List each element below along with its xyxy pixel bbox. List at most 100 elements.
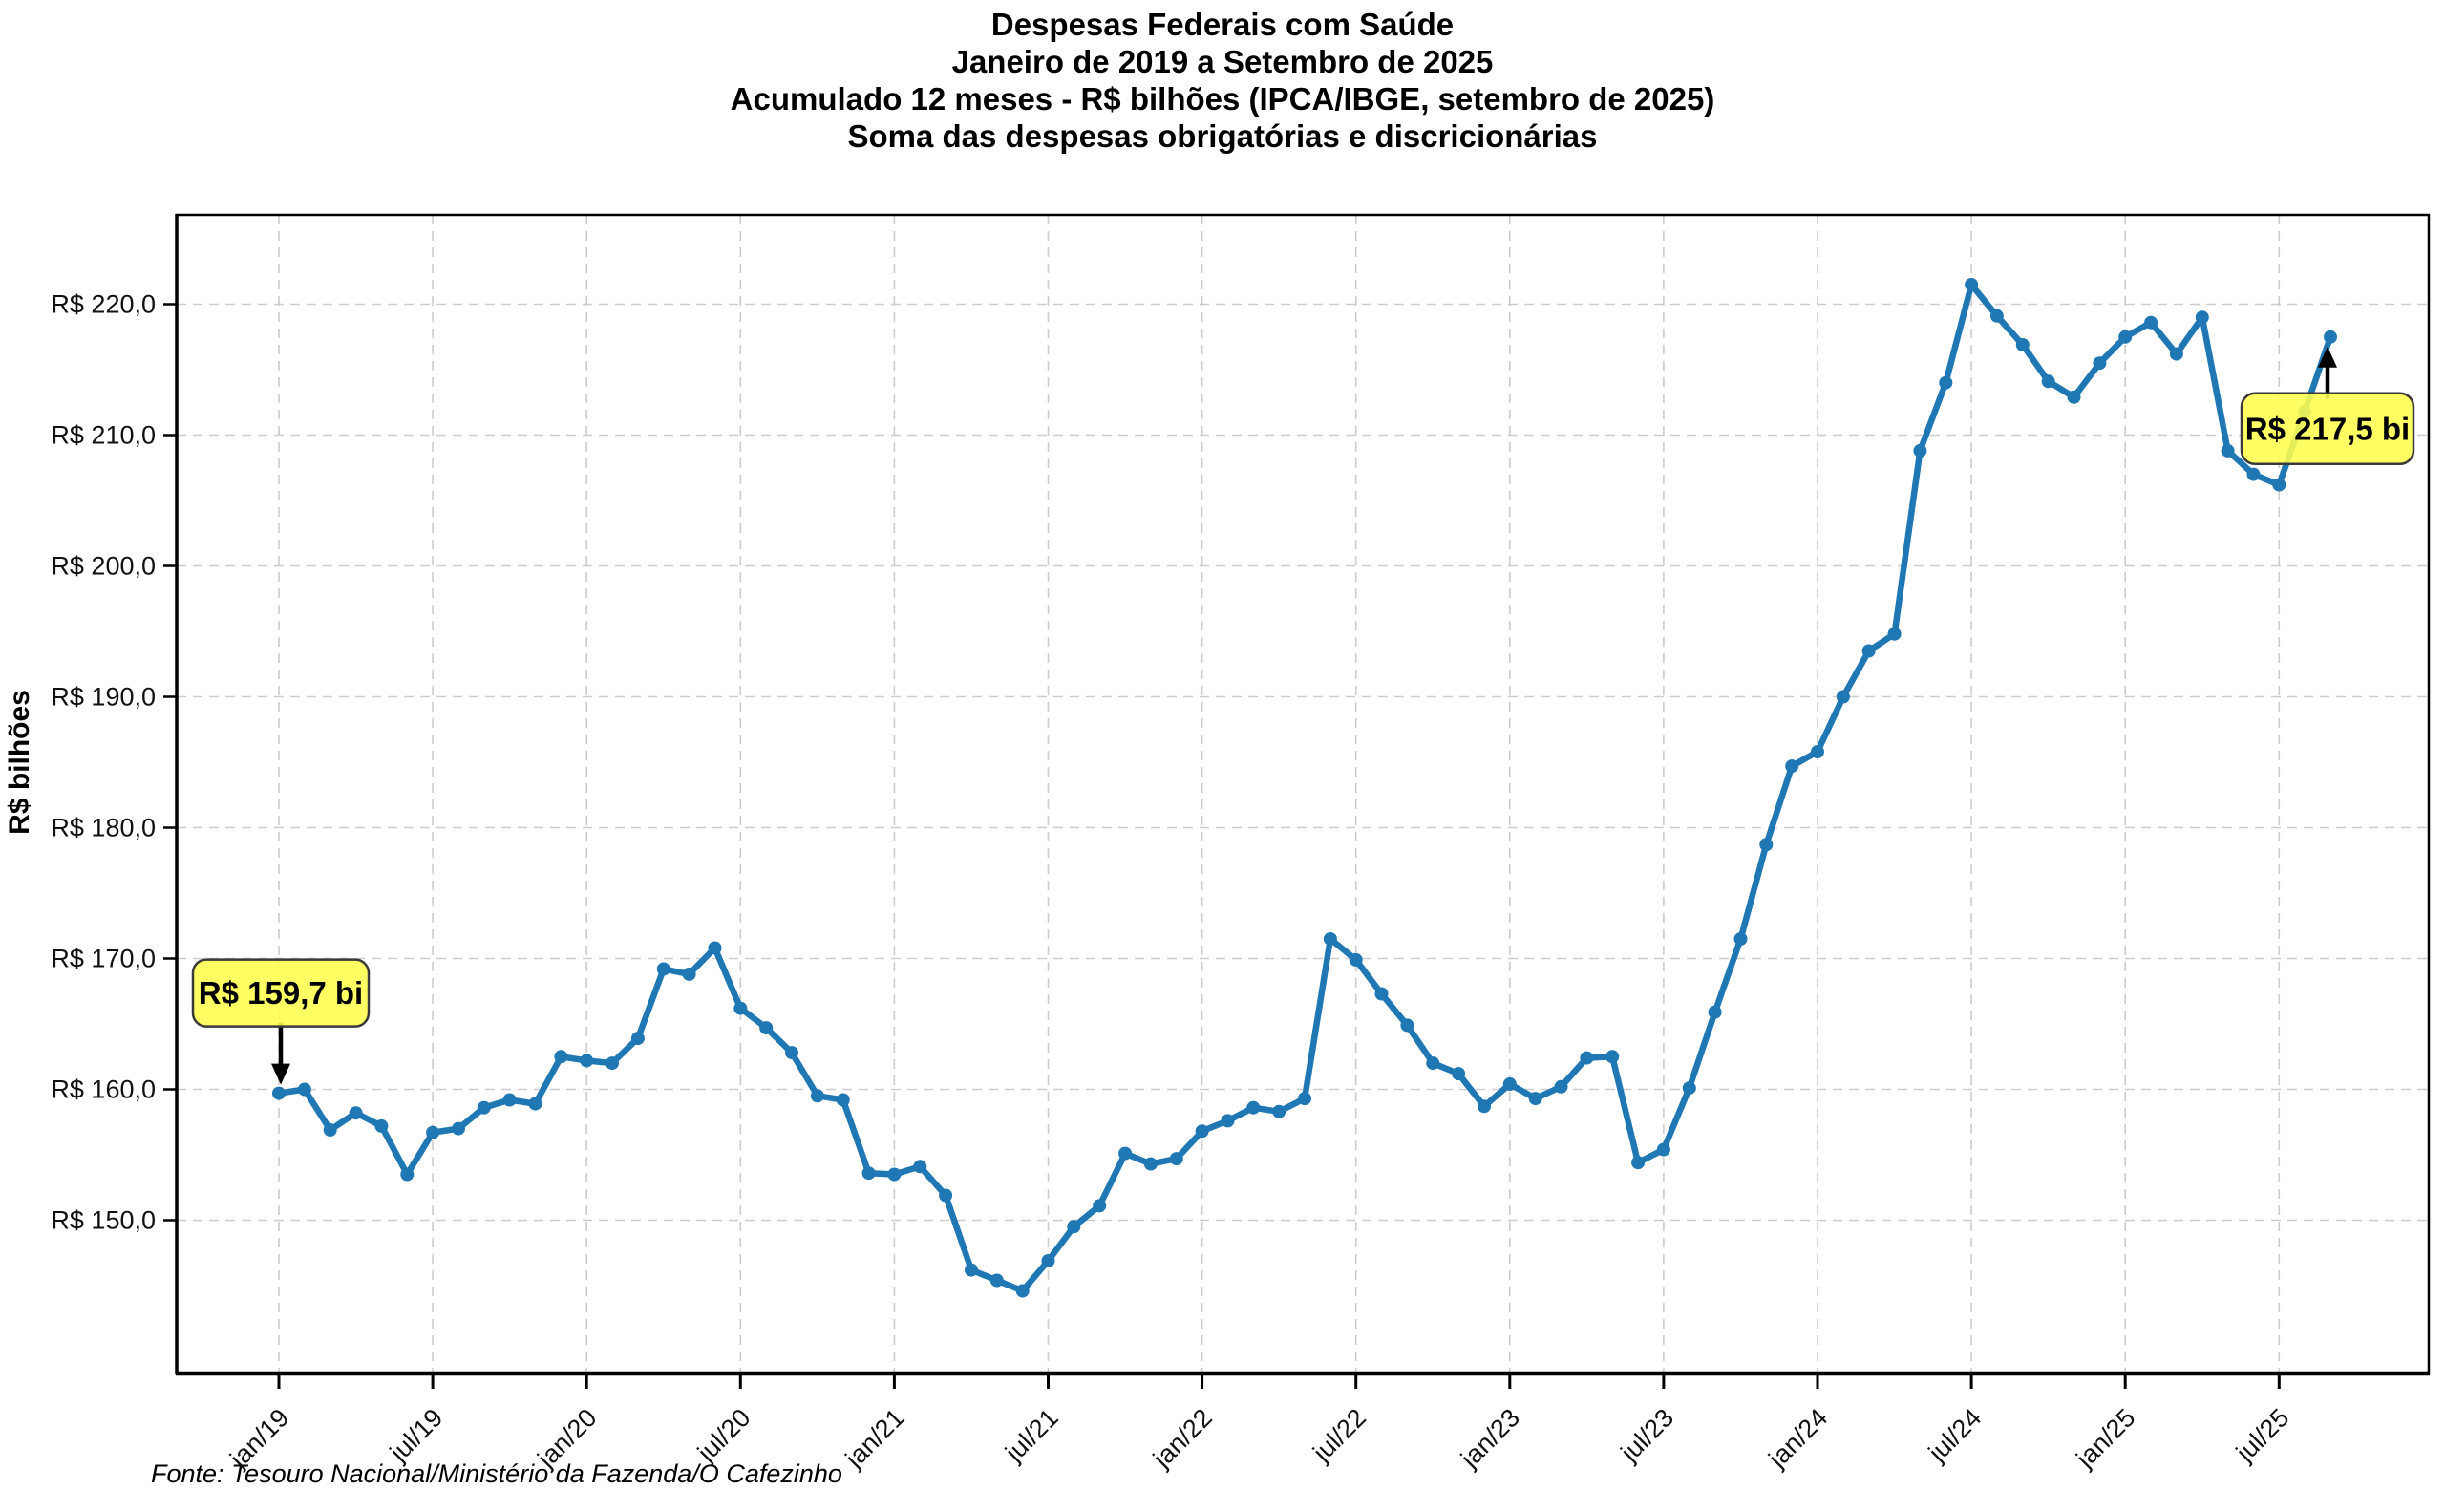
data-point xyxy=(2169,347,2183,361)
data-point xyxy=(2324,330,2337,344)
data-point xyxy=(1631,1156,1646,1170)
data-point xyxy=(1939,375,1953,390)
data-point xyxy=(1015,1284,1030,1298)
data-point xyxy=(2246,467,2261,481)
data-point xyxy=(528,1097,542,1111)
x-tick-label: jul/20 xyxy=(691,1403,756,1468)
x-tick-label: jul/22 xyxy=(1307,1403,1371,1468)
y-axis-title: R$ bilhões xyxy=(4,690,35,835)
x-tick-label: jul/21 xyxy=(999,1403,1064,1468)
chart-title-block: Despesas Federais com Saúde Janeiro de 2… xyxy=(0,6,2445,155)
data-point xyxy=(1118,1146,1133,1161)
chart-title-line-3: Acumulado 12 meses - R$ bilhões (IPCA/IB… xyxy=(730,81,1715,117)
data-point xyxy=(1656,1142,1670,1157)
data-point xyxy=(2144,315,2158,330)
gridlines xyxy=(177,215,2429,1374)
data-point xyxy=(1811,745,1824,758)
data-point xyxy=(502,1093,517,1107)
data-point xyxy=(1246,1100,1261,1115)
axis-ticks: jan/19 jul/19 jan/20 jul/20 jan/21 jul/21 jan/… xyxy=(51,290,2294,1474)
data-point xyxy=(656,962,670,976)
data-point xyxy=(1913,443,1927,458)
data-point xyxy=(297,1082,311,1097)
data-point xyxy=(682,967,696,981)
annotation-arrow-head xyxy=(271,1063,290,1085)
data-point xyxy=(1298,1092,1311,1106)
data-point xyxy=(1195,1124,1209,1139)
data-point xyxy=(272,1086,286,1100)
data-point xyxy=(1221,1114,1235,1128)
data-point xyxy=(1605,1050,1620,1064)
chart-title-line-1: Despesas Federais com Saúde xyxy=(990,7,1455,42)
data-point xyxy=(349,1106,363,1120)
data-point xyxy=(1067,1220,1081,1234)
data-point xyxy=(323,1123,337,1137)
data-point xyxy=(452,1121,465,1136)
x-tick-label: jul/25 xyxy=(2230,1403,2295,1468)
x-tick-label: jan/25 xyxy=(2070,1403,2140,1474)
annotation-box xyxy=(2240,392,2415,465)
data-point xyxy=(2067,390,2081,404)
y-tick-label: R$ 150,0 xyxy=(51,1206,156,1235)
data-point xyxy=(1887,627,1902,641)
y-tick-label: R$ 180,0 xyxy=(51,814,156,842)
data-point xyxy=(1965,278,1979,291)
y-tick-label: R$ 190,0 xyxy=(51,683,156,712)
data-point xyxy=(1580,1051,1594,1065)
chart-title-line-2: Janeiro de 2019 a Setembro de 2025 xyxy=(951,44,1494,79)
data-point xyxy=(1272,1104,1286,1118)
data-point xyxy=(1502,1077,1517,1091)
data-point xyxy=(1989,309,2004,323)
data-point xyxy=(554,1050,568,1064)
data-point xyxy=(2093,356,2107,371)
data-point xyxy=(580,1054,594,1068)
data-point xyxy=(1093,1199,1107,1213)
data-point xyxy=(913,1160,927,1174)
chart-title-line-4: Soma das despesas obrigatórias e discric… xyxy=(847,118,1598,154)
x-tick-label: jul/24 xyxy=(1923,1403,1988,1468)
annotation-arrow-head xyxy=(2318,346,2337,368)
annotation-text: R$ 159,7 bi xyxy=(199,975,363,1011)
data-point xyxy=(1323,932,1337,946)
data-point xyxy=(2118,330,2133,344)
data-point xyxy=(1733,932,1748,946)
y-tick-label: R$ 170,0 xyxy=(51,945,156,973)
data-point xyxy=(734,1001,748,1015)
data-point xyxy=(374,1118,389,1133)
x-tick-label: jan/21 xyxy=(840,1403,910,1474)
data-point xyxy=(400,1167,415,1182)
data-point xyxy=(1349,952,1363,967)
annotation-text: R$ 217,5 bi xyxy=(2245,411,2410,446)
annotation-box xyxy=(191,958,371,1028)
data-point xyxy=(1708,1005,1722,1019)
data-point xyxy=(965,1263,978,1277)
y-tick-label: R$ 160,0 xyxy=(51,1075,156,1104)
data-point xyxy=(708,941,722,955)
source-note: Fonte: Tesouro Nacional/Ministério da Fa… xyxy=(151,1459,842,1488)
data-point xyxy=(1426,1056,1440,1071)
data-point xyxy=(1759,838,1774,852)
data-point xyxy=(630,1032,645,1046)
data-point xyxy=(861,1166,876,1181)
data-point xyxy=(2041,374,2055,389)
y-tick-label: R$ 200,0 xyxy=(51,552,156,581)
x-tick-label: jul/23 xyxy=(1615,1403,1680,1468)
data-point xyxy=(1785,759,1799,774)
data-point xyxy=(1143,1157,1158,1171)
data-point xyxy=(1528,1092,1542,1106)
data-point xyxy=(1682,1081,1696,1096)
annotation: R$ 159,7 bi xyxy=(191,958,371,1085)
plot-frame xyxy=(175,213,2431,1375)
data-point xyxy=(836,1093,850,1107)
data-point xyxy=(1169,1152,1183,1166)
y-tick-label: R$ 210,0 xyxy=(51,421,156,450)
data-point xyxy=(1452,1067,1466,1081)
y-tick-label: R$ 220,0 xyxy=(51,290,156,319)
data-point xyxy=(606,1056,619,1071)
x-tick-label: jul/19 xyxy=(384,1403,449,1468)
data-point xyxy=(2272,478,2286,492)
data-point xyxy=(1836,690,1850,704)
data-point xyxy=(989,1273,1004,1288)
